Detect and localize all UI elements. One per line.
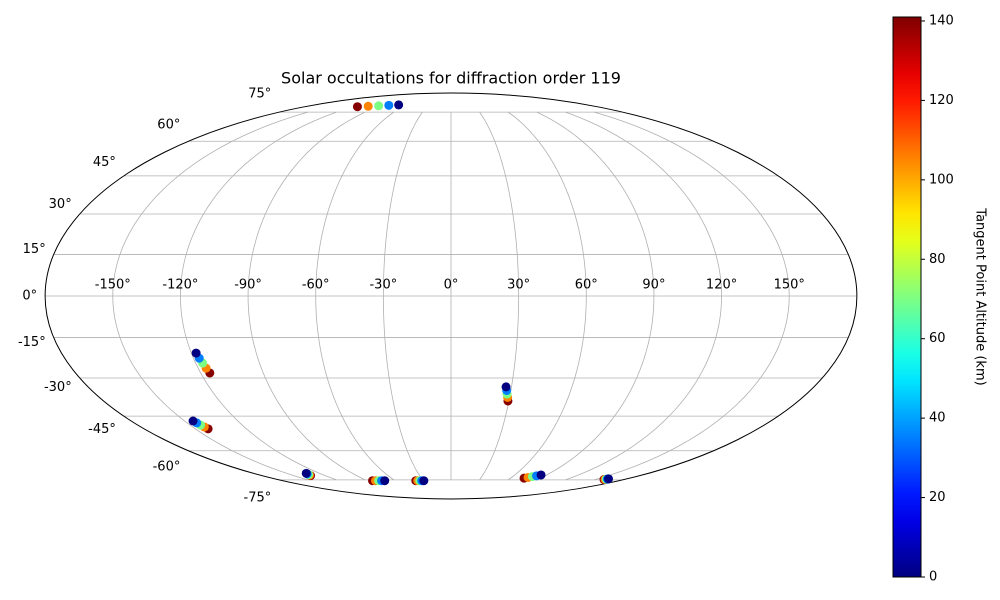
colorbar-tick-label: 20 [929, 490, 946, 505]
colorbar-tick-label: 80 [929, 252, 946, 267]
grid-line [315, 111, 394, 481]
colorbar-tick-label: 60 [929, 331, 946, 346]
x-tick-label: 150° [774, 278, 805, 293]
data-point [301, 468, 311, 478]
grid-line [565, 111, 722, 481]
grid-line [594, 111, 790, 481]
colorbar-tick-label: 40 [929, 411, 946, 426]
data-point [394, 100, 404, 110]
y-tick-label: 60° [157, 117, 180, 132]
x-tick-label: -150° [95, 278, 131, 293]
x-tick-label: -60° [302, 278, 330, 293]
data-point [419, 476, 429, 486]
grid-line [112, 111, 308, 481]
x-tick-label: 30° [507, 278, 530, 293]
y-tick-label: -75° [244, 491, 272, 506]
y-tick-label: 15° [23, 242, 46, 257]
colorbar-tick-label: 120 [929, 93, 954, 108]
y-tick-label: 75° [248, 86, 271, 101]
grid-line [180, 111, 337, 481]
colorbar-label: Tangent Point Altitude (km) [973, 207, 988, 385]
grid-line [536, 111, 655, 481]
data-point [603, 474, 613, 484]
data-point [374, 101, 384, 111]
x-tick-label: 120° [706, 278, 737, 293]
x-tick-label: -90° [234, 278, 262, 293]
x-tick-label: 90° [642, 278, 665, 293]
data-point [536, 470, 546, 480]
y-tick-label: -60° [153, 460, 181, 475]
colorbar-tick-label: 140 [929, 13, 954, 28]
y-tick-label: 45° [93, 155, 116, 170]
data-point [352, 102, 362, 112]
y-tick-label: -45° [88, 422, 116, 437]
grid-line [508, 111, 587, 481]
data-point [191, 348, 201, 358]
map-boundary [44, 92, 858, 500]
grid-line [247, 111, 366, 481]
x-tick-label: 60° [575, 278, 598, 293]
x-tick-label: 0° [444, 278, 459, 293]
y-tick-label: -15° [18, 335, 46, 350]
x-tick-label: -120° [162, 278, 198, 293]
y-tick-label: 0° [22, 289, 37, 304]
colorbar-tick-label: 100 [929, 172, 954, 187]
x-tick-label: -30° [369, 278, 397, 293]
data-point [384, 100, 394, 110]
y-tick-label: -30° [44, 380, 72, 395]
grid-line [479, 111, 520, 481]
data-point [363, 101, 373, 111]
data-point [380, 476, 390, 486]
colorbar-tick-label: 0 [929, 570, 937, 585]
colorbar [892, 16, 922, 578]
data-point [188, 416, 198, 426]
y-tick-label: 30° [49, 197, 72, 212]
grid-line [382, 111, 423, 481]
chart-title: Solar occultations for diffraction order… [281, 69, 621, 88]
data-point [501, 382, 511, 392]
